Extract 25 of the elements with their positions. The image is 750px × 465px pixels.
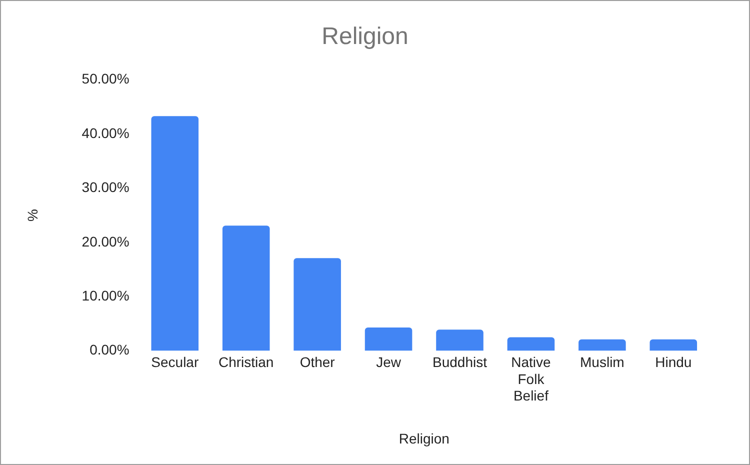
bar <box>650 339 698 351</box>
y-axis-title: % <box>24 209 40 222</box>
y-tick-label: 40.00% <box>82 124 130 141</box>
y-tick-label: 0.00% <box>90 342 130 358</box>
x-tick-label: Jew <box>376 354 402 370</box>
x-tick-label: Native Folk Belief <box>511 354 552 404</box>
bar <box>151 116 199 351</box>
x-tick-label: Muslim <box>580 354 624 370</box>
x-tick-label: Secular <box>151 354 199 370</box>
y-tick-label: 30.00% <box>82 179 130 196</box>
bar <box>222 226 270 351</box>
y-tick-label: 10.00% <box>82 287 130 304</box>
bar <box>364 327 412 351</box>
x-tick-label: Buddhist <box>432 354 488 370</box>
x-tick-label: Other <box>300 354 336 370</box>
bar <box>507 337 555 351</box>
bar <box>436 330 484 351</box>
bar <box>294 258 341 351</box>
x-tick-label: Christian <box>218 354 274 370</box>
x-tick-label: Hindu <box>655 354 692 370</box>
bar <box>578 339 626 351</box>
chart-title: Religion <box>322 23 408 50</box>
y-tick-label: 20.00% <box>82 233 130 250</box>
x-axis-title: Religion <box>398 430 450 446</box>
y-tick-label: 50.00% <box>82 70 130 87</box>
